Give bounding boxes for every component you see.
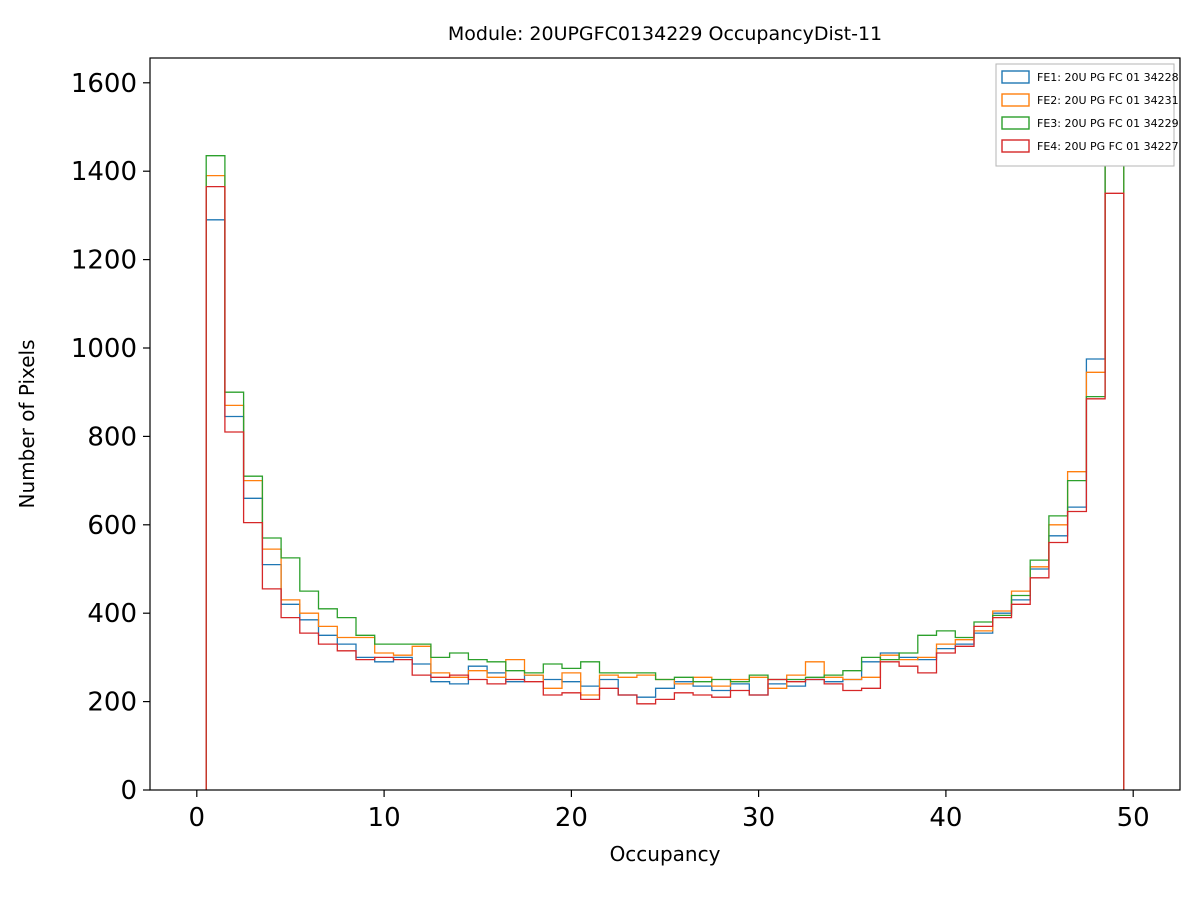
legend-swatch-fe3	[1001, 116, 1030, 130]
y-axis-label: Number of Pixels	[15, 339, 39, 508]
y-tick-label: 400	[87, 599, 137, 629]
legend-label-fe2: FE2: 20U PG FC 01 34231	[1037, 94, 1179, 107]
legend-label-fe1: FE1: 20U PG FC 01 34228	[1037, 71, 1179, 84]
y-tick-label: 1600	[71, 69, 137, 99]
y-tick-label: 0	[120, 776, 137, 806]
x-axis-label: Occupancy	[610, 842, 721, 866]
axis-ticks: 0 10 20 30 40 50 0 200 400 600 800 1000 1200 1400 1600	[71, 69, 1150, 833]
legend-swatch-fe4	[1001, 139, 1030, 153]
axes-frame	[149, 57, 1181, 791]
y-tick-label: 1200	[71, 246, 137, 276]
y-tick-label: 200	[87, 688, 137, 718]
legend-swatch-fe2	[1001, 93, 1030, 107]
series-line-fe4	[205, 185, 1125, 790]
x-tick-label: 30	[742, 803, 775, 833]
y-tick-label: 800	[87, 422, 137, 452]
y-tick-label: 600	[87, 511, 137, 541]
x-tick-label: 40	[929, 803, 962, 833]
x-tick-label: 20	[555, 803, 588, 833]
series-line-fe2	[205, 121, 1125, 790]
y-tick-label: 1400	[71, 157, 137, 187]
legend: FE1: 20U PG FC 01 34228 FE2: 20U PG FC 01…	[995, 63, 1179, 167]
x-tick-label: 50	[1117, 803, 1150, 833]
legend-label-fe4: FE4: 20U PG FC 01 34227	[1037, 140, 1179, 153]
x-tick-label: 0	[189, 803, 206, 833]
x-tick-label: 10	[368, 803, 401, 833]
y-tick-label: 1000	[71, 334, 137, 364]
chart-title: Module: 20UPGFC0134229 OccupancyDist-11	[448, 23, 882, 45]
series-line-fe1	[205, 130, 1125, 790]
series-lines	[205, 113, 1125, 790]
legend-swatch-fe1	[1001, 70, 1030, 84]
series-line-fe3	[205, 113, 1125, 790]
legend-label-fe3: FE3: 20U PG FC 01 34229	[1037, 117, 1179, 130]
